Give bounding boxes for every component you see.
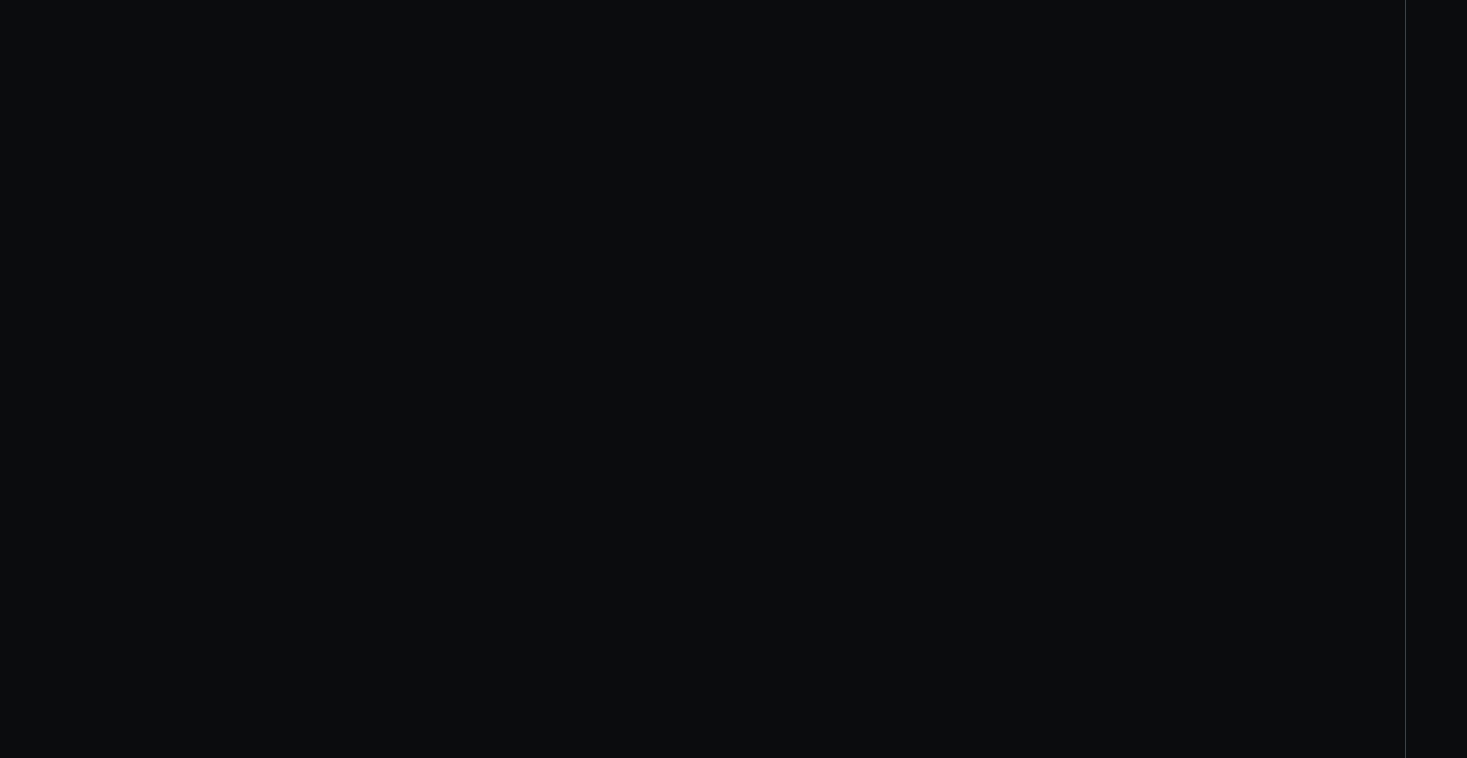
price-axis[interactable]: [1405, 0, 1467, 758]
price-chart-canvas[interactable]: [0, 0, 1405, 758]
